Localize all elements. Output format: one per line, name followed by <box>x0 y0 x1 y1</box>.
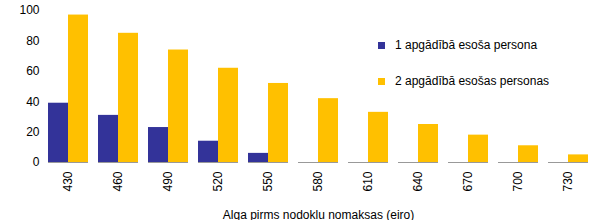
svg-text:60: 60 <box>26 64 40 78</box>
svg-text:Alga pirms nodokļu nomaksas (e: Alga pirms nodokļu nomaksas (eiro) <box>223 208 414 220</box>
svg-text:580: 580 <box>311 171 325 191</box>
svg-text:40: 40 <box>26 95 40 109</box>
svg-text:20: 20 <box>26 125 40 139</box>
svg-text:430: 430 <box>61 171 75 191</box>
svg-text:80: 80 <box>26 34 40 48</box>
svg-text:610: 610 <box>361 171 375 191</box>
svg-text:0: 0 <box>33 155 40 169</box>
html-text:1 apgādībā esoša persona: 1 apgādībā esoša persona <box>395 38 538 52</box>
svg-text:700: 700 <box>511 171 525 191</box>
svg-text:100: 100 <box>19 3 39 17</box>
svg-text:730: 730 <box>561 171 575 191</box>
svg-text:520: 520 <box>211 171 225 191</box>
svg-text:490: 490 <box>161 171 175 191</box>
html-text:2 apgādībā esošas personas: 2 apgādībā esošas personas <box>395 74 550 88</box>
svg-text:550: 550 <box>261 171 275 191</box>
svg-text:670: 670 <box>461 171 475 191</box>
svg-text:640: 640 <box>411 171 425 191</box>
svg-text:460: 460 <box>111 171 125 191</box>
